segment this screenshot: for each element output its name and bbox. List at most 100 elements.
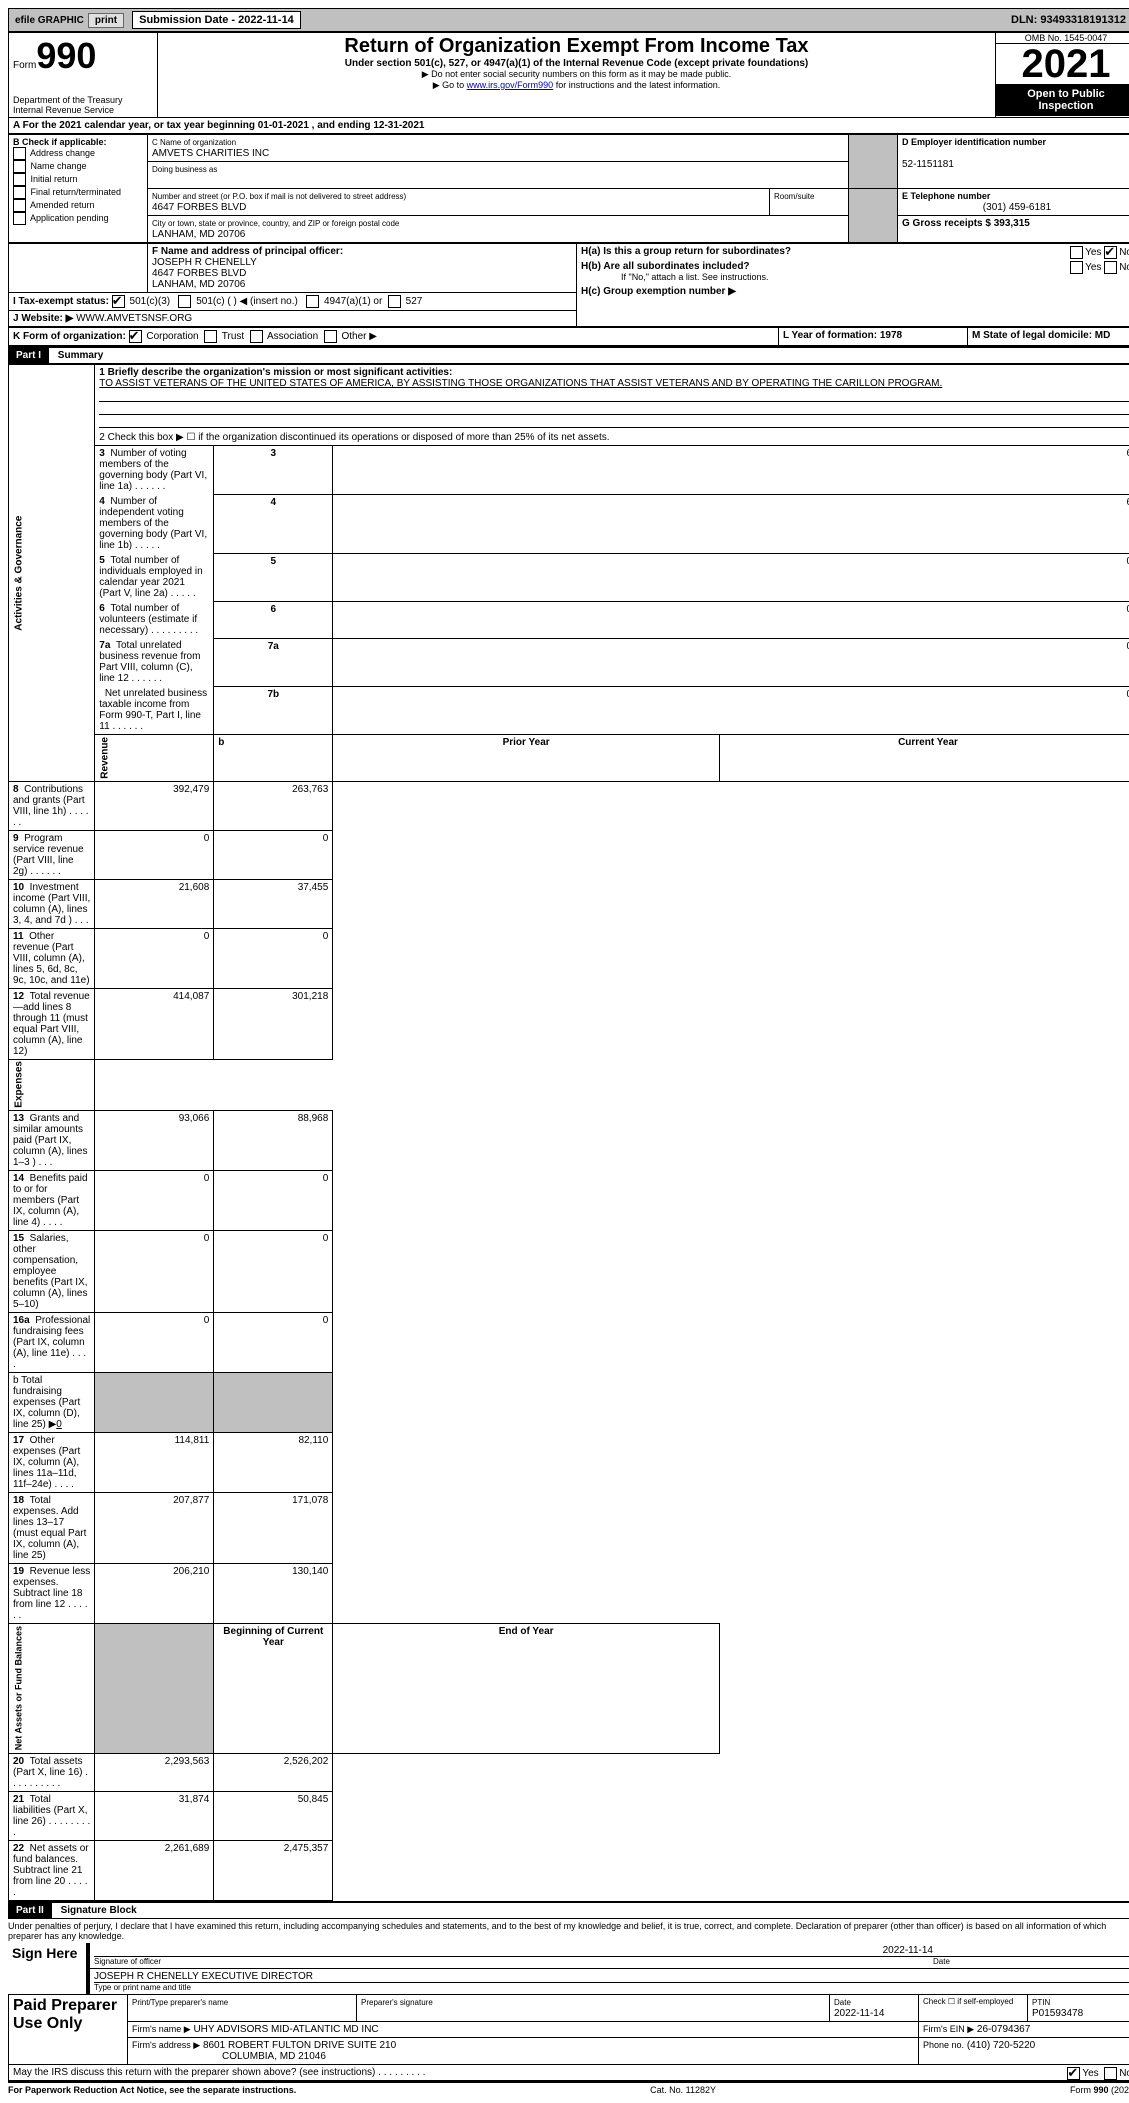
chk-pending[interactable] — [13, 212, 26, 225]
addr-label: Number and street (or P.O. box if mail i… — [152, 192, 406, 201]
sig-date-val: 2022-11-14 — [94, 1945, 1129, 1956]
col-current: Current Year — [719, 735, 1129, 782]
dln-label: DLN: 93493318191312 — [1011, 14, 1129, 26]
side-netassets: Net Assets or Fund Balances — [9, 1624, 95, 1753]
discuss-yes[interactable] — [1067, 2067, 1080, 2080]
hb-note: If "No," attach a list. See instructions… — [581, 272, 1129, 282]
form-number: 990 — [36, 35, 96, 76]
phone: (301) 459-6181 — [902, 202, 1129, 213]
box-b-label: B Check if applicable: — [13, 137, 107, 147]
form-subtitle: Under section 501(c), 527, or 4947(a)(1)… — [162, 58, 991, 69]
box-g: G Gross receipts $ 393,315 — [902, 218, 1030, 229]
box-i-label: I Tax-exempt status: — [13, 296, 109, 307]
declaration: Under penalties of perjury, I declare th… — [8, 1919, 1129, 1943]
firm-name: UHY ADVISORS MID-ATLANTIC MD INC — [193, 2024, 378, 2035]
chk-other[interactable] — [324, 330, 337, 343]
col-prior: Prior Year — [333, 735, 720, 782]
dba-label: Doing business as — [152, 165, 217, 174]
open-inspection: Open to Public Inspection — [996, 84, 1129, 116]
footer: For Paperwork Reduction Act Notice, see … — [8, 2081, 1129, 2095]
officer-city: LANHAM, MD 20706 — [152, 279, 245, 290]
ha-label: H(a) Is this a group return for subordin… — [581, 246, 1129, 257]
footer-cat: Cat. No. 11282Y — [650, 2085, 716, 2095]
chk-initial[interactable] — [13, 173, 26, 186]
chk-527[interactable] — [388, 295, 401, 308]
city-state-zip: LANHAM, MD 20706 — [152, 229, 245, 240]
form-header: Form990 Department of the Treasury Inter… — [8, 32, 1129, 118]
form-prefix: Form — [13, 60, 36, 71]
ptin: P01593478 — [1032, 2008, 1083, 2019]
submission-date: Submission Date - 2022-11-14 — [132, 11, 301, 29]
type-name-label: Type or print name and title — [94, 1982, 1129, 1992]
box-e-label: E Telephone number — [902, 191, 990, 201]
firm-city: COLUMBIA, MD 21046 — [132, 2051, 326, 2062]
preparer-table: Paid Preparer Use Only Print/Type prepar… — [8, 1994, 1129, 2065]
hb-yes[interactable] — [1070, 261, 1083, 274]
firm-phone: (410) 720-5220 — [967, 2040, 1035, 2051]
line-a: A For the 2021 calendar year, or tax yea… — [8, 118, 1129, 134]
sign-here: Sign Here — [8, 1943, 88, 1994]
footer-left: For Paperwork Reduction Act Notice, see … — [8, 2085, 296, 2095]
street-address: 4647 FORBES BLVD — [152, 202, 246, 213]
hb-no[interactable] — [1104, 261, 1117, 274]
ha-yes[interactable] — [1070, 246, 1083, 259]
part1-header: Part I Summary — [8, 346, 1129, 364]
l1-label: 1 Briefly describe the organization's mi… — [99, 367, 452, 378]
top-bar: efile GRAPHIC print Submission Date - 20… — [8, 8, 1129, 32]
chk-amended[interactable] — [13, 199, 26, 212]
ha-no[interactable] — [1104, 246, 1117, 259]
ein: 52-1151181 — [902, 159, 954, 170]
chk-final[interactable] — [13, 186, 26, 199]
l16b-val: 0 — [56, 1419, 62, 1430]
box-j-label: J Website: ▶ — [13, 313, 73, 324]
box-k-label: K Form of organization: — [13, 331, 126, 342]
chk-501c3[interactable] — [112, 295, 125, 308]
part1-table: Activities & Governance 1 Briefly descri… — [8, 364, 1129, 1901]
side-activities: Activities & Governance — [9, 365, 95, 782]
signature-table: Sign Here 2022-11-14 Signature of office… — [8, 1943, 1129, 1994]
city-label: City or town, state or province, country… — [152, 219, 399, 228]
date-label: Date — [933, 1957, 1129, 1966]
box-m: M State of legal domicile: MD — [972, 330, 1110, 341]
box-f-label: F Name and address of principal officer: — [152, 246, 343, 257]
box-c-label: C Name of organization — [152, 138, 236, 147]
note-ssn: ▶ Do not enter social security numbers o… — [162, 69, 991, 80]
officer-addr: 4647 FORBES BLVD — [152, 268, 246, 279]
officer-name: JOSEPH R CHENELLY — [152, 257, 257, 268]
col-end: End of Year — [333, 1624, 720, 1753]
side-expenses: Expenses — [9, 1059, 95, 1111]
sig-officer-label: Signature of officer — [94, 1957, 933, 1966]
discuss-no[interactable] — [1104, 2067, 1117, 2080]
officer-block: F Name and address of principal officer:… — [8, 243, 1129, 327]
chk-corp[interactable] — [129, 330, 142, 343]
chk-4947[interactable] — [306, 295, 319, 308]
entity-block: B Check if applicable: Address change Na… — [8, 134, 1129, 243]
part2-header: Part II Signature Block — [8, 1901, 1129, 1919]
box-l: L Year of formation: 1978 — [783, 330, 902, 341]
irs-link[interactable]: www.irs.gov/Form990 — [467, 80, 554, 90]
paid-preparer: Paid Preparer Use Only — [9, 1994, 128, 2064]
efile-label: efile GRAPHIC — [11, 15, 88, 26]
print-button[interactable]: print — [88, 13, 124, 28]
note-goto: ▶ Go to www.irs.gov/Form990 for instruct… — [162, 80, 991, 91]
klm-block: K Form of organization: Corporation Trus… — [8, 327, 1129, 346]
tax-year: 2021 — [996, 44, 1129, 84]
firm-ein: 26-0794367 — [977, 2024, 1030, 2035]
footer-right: Form 990 (2021) — [1070, 2085, 1129, 2095]
room-label: Room/suite — [774, 192, 814, 201]
firm-addr: 8601 ROBERT FULTON DRIVE SUITE 210 — [203, 2040, 396, 2051]
chk-address[interactable] — [13, 147, 26, 160]
chk-assoc[interactable] — [250, 330, 263, 343]
hb-label: H(b) Are all subordinates included? Yes … — [581, 261, 1129, 272]
discuss-row: May the IRS discuss this return with the… — [8, 2065, 1129, 2081]
chk-501c[interactable] — [178, 295, 191, 308]
l2: 2 Check this box ▶ ☐ if the organization… — [95, 430, 1129, 446]
chk-name[interactable] — [13, 160, 26, 173]
side-revenue: Revenue — [95, 735, 214, 782]
mission-text: TO ASSIST VETERANS OF THE UNITED STATES … — [99, 378, 942, 389]
officer-printed: JOSEPH R CHENELLY EXECUTIVE DIRECTOR — [94, 1971, 1129, 1982]
chk-trust[interactable] — [204, 330, 217, 343]
org-name: AMVETS CHARITIES INC — [152, 148, 269, 159]
website: WWW.AMVETSNSF.ORG — [73, 313, 192, 324]
form-title: Return of Organization Exempt From Incom… — [162, 35, 991, 58]
